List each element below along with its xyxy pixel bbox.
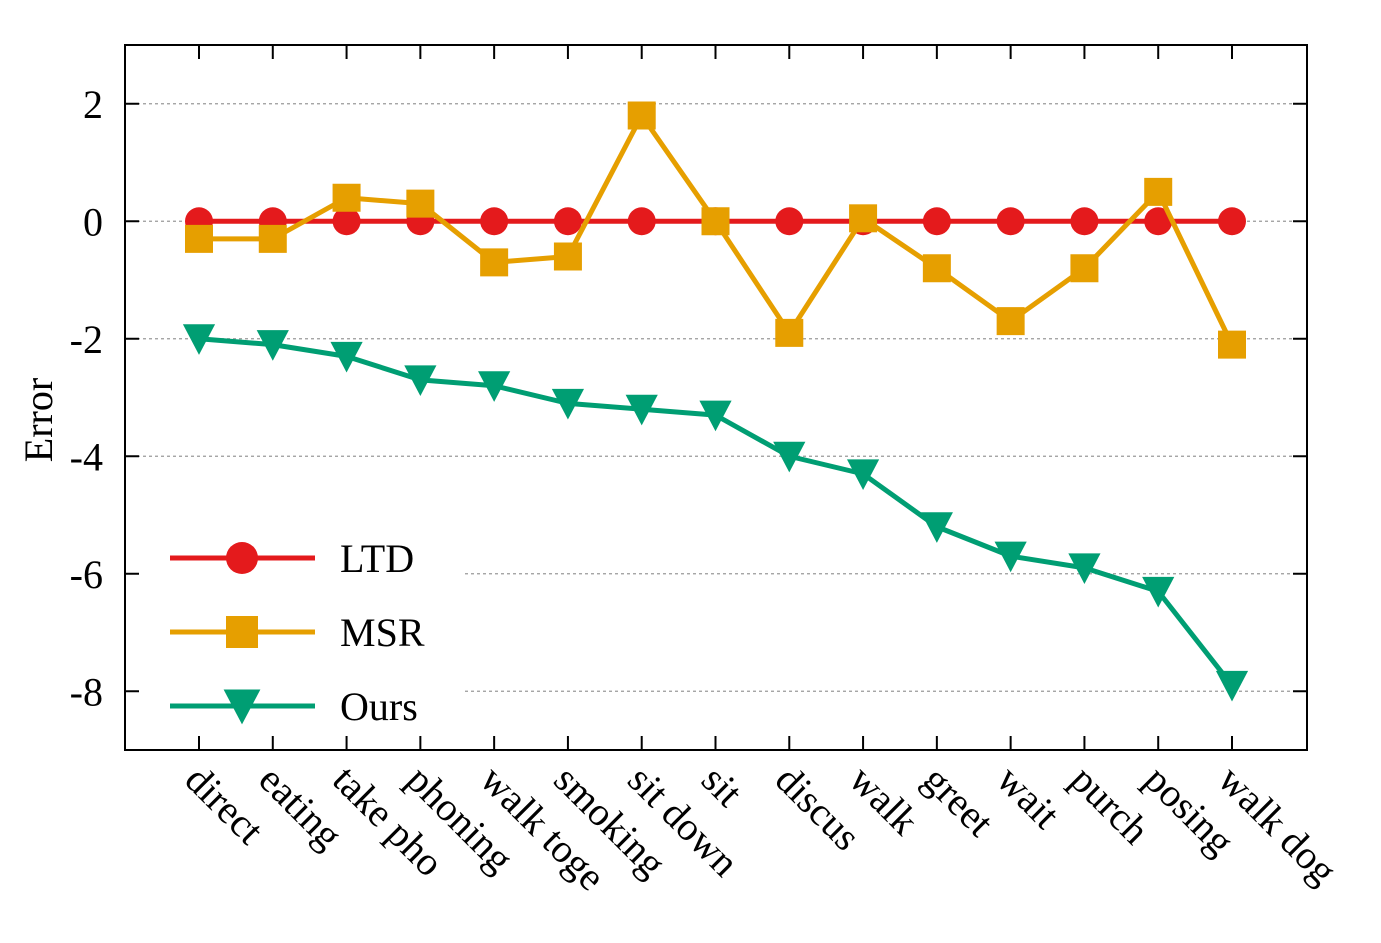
x-tick-label: greet — [914, 757, 1002, 845]
data-point — [480, 207, 509, 236]
data-point — [1144, 207, 1173, 236]
series-layer — [182, 101, 1249, 702]
data-point — [996, 207, 1025, 236]
data-point — [773, 441, 806, 473]
data-point — [332, 183, 361, 212]
data-point — [1218, 330, 1246, 359]
data-point — [1068, 553, 1101, 584]
data-point — [1070, 207, 1099, 236]
data-point — [1218, 207, 1246, 236]
data-point — [223, 689, 261, 725]
data-point — [553, 242, 582, 271]
x-tick-label: purch — [1062, 757, 1158, 853]
y-tick-labels: 2 0 -2 -4 -6 -8 — [70, 82, 103, 715]
legend-item-ltd: LTD — [170, 536, 414, 581]
legend-item-msr: MSR — [170, 610, 425, 655]
data-point — [480, 248, 509, 277]
data-point — [226, 542, 258, 574]
grid-lines — [125, 103, 1307, 692]
data-point — [406, 189, 435, 218]
y-axis-title: Error — [16, 378, 61, 462]
data-point — [699, 400, 732, 432]
data-point — [330, 341, 363, 373]
data-point — [627, 207, 656, 236]
data-point — [849, 204, 878, 233]
data-point — [332, 207, 361, 236]
data-point — [920, 512, 953, 543]
y-tick-label: -4 — [70, 434, 103, 479]
x-tick-label: direct — [177, 757, 273, 853]
legend-label: Ours — [340, 684, 418, 729]
x-tick-label: discus — [767, 757, 870, 860]
data-point — [182, 324, 216, 355]
data-point — [185, 224, 213, 253]
plot-frame — [124, 44, 1308, 751]
data-point — [1215, 670, 1249, 702]
data-point — [478, 371, 511, 402]
legend-label: LTD — [340, 536, 414, 581]
x-tick-label: eating — [250, 757, 351, 858]
data-point — [701, 207, 730, 236]
data-point — [256, 330, 289, 361]
data-point — [775, 207, 804, 236]
data-point — [404, 365, 437, 396]
y-tick-label: 2 — [83, 82, 103, 127]
y-tick-label: 0 — [83, 199, 103, 244]
data-point — [846, 459, 880, 490]
data-point — [625, 394, 658, 426]
legend: LTD MSR Ours — [170, 536, 425, 729]
data-point — [775, 318, 804, 347]
data-point — [627, 101, 656, 130]
data-point — [922, 207, 951, 236]
legend-item-ours: Ours — [170, 684, 418, 729]
data-point — [1142, 576, 1175, 608]
data-point — [922, 254, 951, 283]
y-tick-label: -6 — [70, 552, 103, 597]
y-tick-label: -2 — [70, 317, 103, 362]
data-point — [551, 388, 585, 420]
data-point — [1144, 177, 1173, 206]
series-msr — [185, 101, 1246, 359]
data-point — [996, 307, 1025, 336]
data-point — [226, 616, 258, 648]
data-point — [553, 207, 582, 236]
data-point — [258, 224, 287, 253]
legend-label: MSR — [340, 610, 425, 655]
data-point — [994, 541, 1027, 573]
series-ours — [182, 324, 1249, 702]
x-tick-label: wait — [988, 757, 1069, 838]
y-tick-label: -8 — [70, 669, 103, 714]
data-point — [1070, 254, 1099, 283]
axis-ticks — [125, 45, 1307, 750]
